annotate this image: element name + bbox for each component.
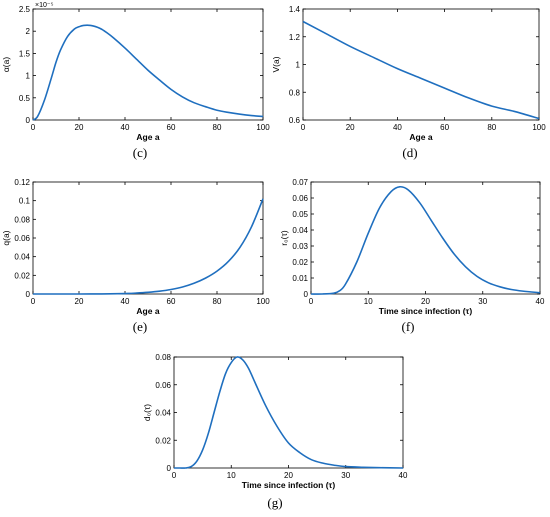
y-tick-label: 0.07 bbox=[292, 178, 308, 187]
y-tick-label: 0.02 bbox=[155, 436, 171, 445]
x-tick-label: 100 bbox=[256, 297, 270, 306]
y-axis-label: d₀(τ) bbox=[142, 404, 152, 421]
series-line bbox=[32, 24, 264, 121]
caption-d: (d) bbox=[402, 145, 417, 160]
x-tick-label: 40 bbox=[121, 297, 130, 306]
x-tick-label: 60 bbox=[167, 297, 176, 306]
y-tick-label: 0.04 bbox=[292, 226, 308, 235]
x-tick-label: 20 bbox=[421, 297, 430, 306]
y-tick-label: 1.5 bbox=[19, 49, 31, 58]
x-tick-label: 20 bbox=[346, 123, 355, 132]
x-tick-label: 40 bbox=[536, 297, 545, 306]
series-line bbox=[302, 20, 540, 120]
y-tick-label: 0.04 bbox=[155, 409, 171, 418]
chart-panel-c: 0 20 40 60 80 100 0 0.5 1 1.5 2 2.5 ×10⁻⁵ Age a α(a) bbox=[1, 2, 270, 142]
series-line bbox=[32, 198, 264, 295]
y-tick-label: 0.8 bbox=[289, 88, 301, 97]
x-axis-label: Age a bbox=[136, 306, 159, 316]
chart-panel-d: 0 20 40 60 80 100 0.6 0.8 1 1.2 1.4 Age a V(a) bbox=[271, 5, 546, 142]
plot-frame bbox=[32, 181, 264, 295]
y-tick-label: 1 bbox=[26, 72, 31, 81]
y-tick-label: 0 bbox=[26, 116, 31, 125]
x-axis-label: Time since infection (τ) bbox=[379, 306, 473, 316]
x-tick-label: 80 bbox=[213, 297, 222, 306]
y-tick-label: 0 bbox=[167, 464, 172, 473]
y-tick-label: 1.4 bbox=[289, 5, 301, 14]
x-tick-label: 0 bbox=[172, 471, 177, 480]
y-tick-label: 0 bbox=[26, 290, 31, 299]
x-tick-label: 40 bbox=[393, 123, 402, 132]
plot-frame bbox=[173, 356, 404, 469]
x-tick-label: 30 bbox=[478, 297, 487, 306]
x-tick-label: 0 bbox=[309, 297, 314, 306]
x-tick-label: 60 bbox=[167, 123, 176, 132]
x-tick-label: 30 bbox=[341, 471, 350, 480]
x-tick-label: 80 bbox=[487, 123, 496, 132]
x-tick-label: 40 bbox=[121, 123, 130, 132]
y-tick-label: 1 bbox=[296, 61, 301, 70]
chart-panel-f: 0 10 20 30 40 0 0.01 0.02 0.03 0.04 0.05 0.06 0.07 Ti… bbox=[279, 178, 545, 316]
y-tick-label: 0.04 bbox=[14, 253, 30, 262]
x-tick-label: 40 bbox=[399, 471, 408, 480]
caption-f: (f) bbox=[402, 319, 415, 334]
series-line bbox=[174, 356, 404, 469]
x-tick-label: 80 bbox=[213, 123, 222, 132]
x-tick-label: 20 bbox=[75, 123, 84, 132]
y-tick-label: 0.1 bbox=[19, 197, 31, 206]
y-tick-label: 0.02 bbox=[292, 258, 308, 267]
x-tick-label: 20 bbox=[284, 471, 293, 480]
y-tick-label: 0.06 bbox=[292, 194, 308, 203]
y-axis-label: α(a) bbox=[1, 57, 11, 72]
x-tick-label: 100 bbox=[532, 123, 546, 132]
x-tick-label: 20 bbox=[75, 297, 84, 306]
series-line bbox=[310, 185, 541, 295]
y-tick-label: 0.6 bbox=[289, 116, 301, 125]
y-tick-label: 2 bbox=[26, 27, 31, 36]
plot-frame bbox=[310, 181, 541, 295]
caption-e: (e) bbox=[133, 319, 147, 334]
y-axis-label: r₀(τ) bbox=[279, 230, 289, 246]
x-tick-label: 60 bbox=[440, 123, 449, 132]
y-tick-label: 1.2 bbox=[289, 33, 301, 42]
x-tick-label: 0 bbox=[31, 297, 36, 306]
y-tick-label: 0.12 bbox=[14, 178, 30, 187]
x-tick-label: 0 bbox=[31, 123, 36, 132]
y-tick-label: 0.02 bbox=[14, 271, 30, 280]
x-tick-label: 10 bbox=[227, 471, 236, 480]
chart-panel-g: 0 10 20 30 40 0 0.02 0.04 0.06 0.08 Time since inf… bbox=[142, 353, 408, 490]
caption-c: (c) bbox=[133, 145, 147, 160]
y-tick-label: 0.5 bbox=[19, 94, 31, 103]
x-tick-label: 10 bbox=[364, 297, 373, 306]
x-tick-label: 100 bbox=[256, 123, 270, 132]
y-tick-label: 0.06 bbox=[155, 381, 171, 390]
y-tick-label: 2.5 bbox=[19, 5, 31, 14]
x-axis-label: Time since infection (τ) bbox=[242, 480, 336, 490]
y-tick-label: 0.03 bbox=[292, 242, 308, 251]
x-axis-label: Age a bbox=[409, 132, 432, 142]
y-axis-label: q(a) bbox=[1, 230, 11, 245]
y-tick-label: 0.05 bbox=[292, 210, 308, 219]
y-tick-label: 0.01 bbox=[292, 274, 308, 283]
y-tick-label: 0.06 bbox=[14, 234, 30, 243]
y-scale-note: ×10⁻⁵ bbox=[35, 2, 54, 9]
chart-panel-e: 0 20 40 60 80 100 0 0.02 0.04 0.06 0.08 0.1 0.12 Age … bbox=[1, 178, 270, 316]
caption-g: (g) bbox=[267, 495, 282, 510]
x-axis-label: Age a bbox=[136, 132, 159, 142]
plot-frame bbox=[302, 8, 540, 121]
y-tick-label: 0.08 bbox=[155, 353, 171, 362]
x-tick-label: 0 bbox=[301, 123, 306, 132]
y-axis-label: V(a) bbox=[271, 56, 281, 72]
plot-frame bbox=[32, 8, 264, 121]
y-tick-label: 0.08 bbox=[14, 215, 30, 224]
y-tick-label: 0 bbox=[304, 290, 309, 299]
